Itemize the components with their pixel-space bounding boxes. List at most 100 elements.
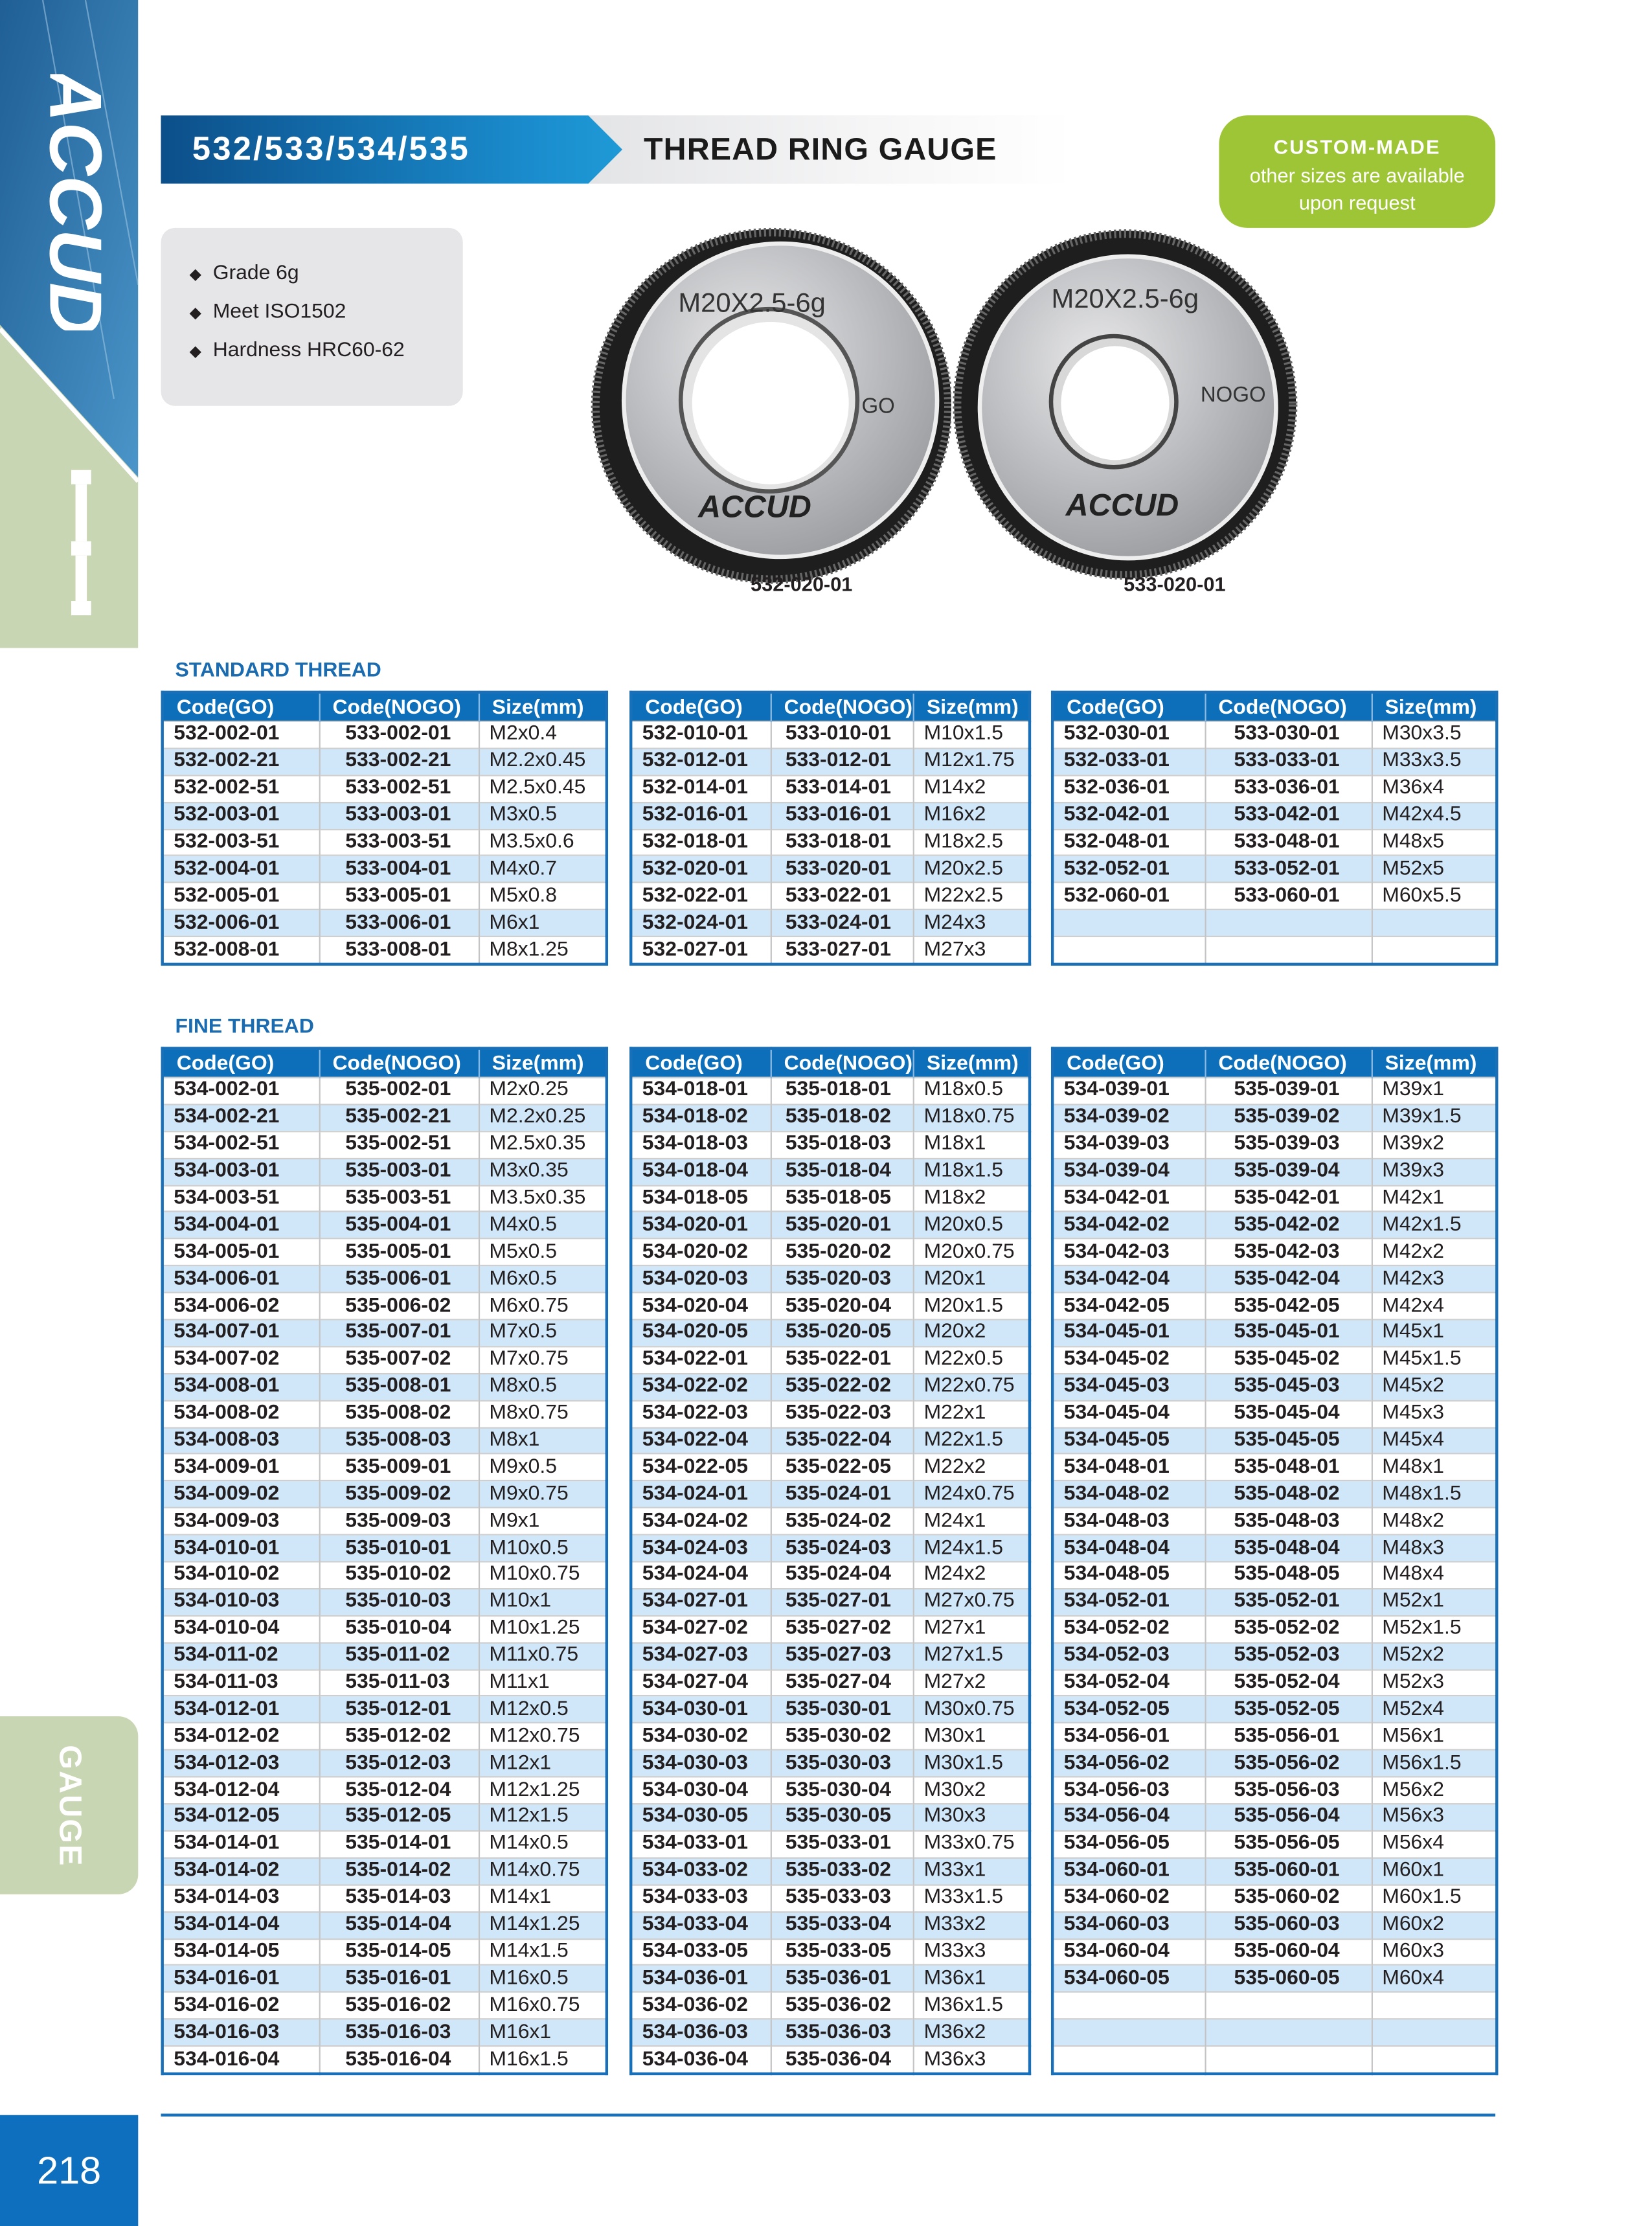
table-row: 534-018-01 535-018-01 M18x0.5 — [631, 1076, 1031, 1105]
cell-code-nogo: 535-010-01 — [319, 1534, 480, 1562]
column-header-code-nogo: Code(NOGO) — [1205, 1048, 1372, 1078]
table-row: 534-002-51 535-002-51 M2.5x0.35 — [162, 1130, 607, 1159]
page-title: THREAD RING GAUGE — [644, 131, 997, 167]
table-header-row: Code(GO) Code(NOGO) Size(mm) — [631, 1048, 1031, 1078]
table-row: 534-016-01 535-016-01 M16x0.5 — [162, 1964, 607, 1993]
table-row: 534-042-04 535-042-04 M42x3 — [1052, 1265, 1498, 1293]
cell-size: M20x0.75 — [913, 1238, 1031, 1266]
cell-code-go: 534-011-02 — [162, 1641, 320, 1670]
table-row — [1052, 909, 1498, 937]
cell-size: M14x0.5 — [478, 1830, 607, 1858]
cell-size: M2.2x0.45 — [478, 747, 607, 775]
table-row: 534-022-04 535-022-04 M22x1.5 — [631, 1426, 1031, 1455]
badge-line2: upon request — [1298, 190, 1416, 214]
cell-size: M3.5x0.35 — [478, 1184, 607, 1212]
cell-size: M52x4 — [1371, 1696, 1498, 1723]
table-row: 534-022-02 535-022-02 M22x0.75 — [631, 1372, 1031, 1401]
cell-code-nogo: 535-042-04 — [1205, 1265, 1372, 1293]
cell-code-nogo: 535-042-01 — [1205, 1184, 1372, 1212]
table-row: 534-056-02 535-056-02 M56x1.5 — [1052, 1749, 1498, 1777]
cell-code-nogo: 535-007-02 — [319, 1345, 480, 1374]
cell-code-nogo: 533-027-01 — [770, 936, 914, 964]
table-row: 534-048-05 535-048-05 M48x4 — [1052, 1561, 1498, 1589]
table-row: 534-036-04 535-036-04 M36x3 — [631, 2045, 1031, 2074]
cell-size: M6x1 — [478, 909, 607, 937]
table-row: 534-018-05 535-018-05 M18x2 — [631, 1184, 1031, 1212]
table-row: 534-014-05 535-014-05 M14x1.5 — [162, 1937, 607, 1966]
table-header-row: Code(GO) Code(NOGO) Size(mm) — [631, 692, 1031, 721]
cell-code-nogo: 533-003-01 — [319, 801, 480, 830]
cell-size: M36x4 — [1371, 774, 1498, 802]
table-row: 534-010-04 535-010-04 M10x1.25 — [162, 1615, 607, 1643]
cell-size: M2.2x0.25 — [478, 1104, 607, 1131]
cell-code-go: 532-002-51 — [162, 774, 320, 802]
table-row: 534-012-03 535-012-03 M12x1 — [162, 1749, 607, 1777]
cell-code-nogo: 535-027-03 — [770, 1641, 914, 1670]
table-row: 532-003-51 533-003-51 M3.5x0.6 — [162, 828, 607, 856]
diamond-bullet-icon: ◆ — [189, 266, 202, 284]
cell-code-go: 532-033-01 — [1052, 747, 1206, 775]
cell-code-nogo: 535-003-51 — [319, 1184, 480, 1212]
cell-code-go: 534-024-03 — [631, 1534, 771, 1562]
cell-code-nogo: 535-018-04 — [770, 1157, 914, 1185]
cell-size: M56x1 — [1371, 1722, 1498, 1751]
cell-size: M36x1.5 — [913, 1992, 1031, 2019]
table-row: 534-009-01 535-009-01 M9x0.5 — [162, 1453, 607, 1481]
cell-code-go: 534-045-04 — [1052, 1400, 1206, 1427]
cell-size: M42x2 — [1371, 1238, 1498, 1266]
cell-code-nogo: 535-011-03 — [319, 1668, 480, 1697]
cell-code-nogo: 535-024-03 — [770, 1534, 914, 1562]
svg-text:M20X2.5-6g: M20X2.5-6g — [1052, 283, 1199, 313]
cell-code-nogo: 535-033-04 — [770, 1911, 914, 1939]
cell-code-nogo: 535-030-04 — [770, 1776, 914, 1804]
cell-code-nogo: 535-030-05 — [770, 1803, 914, 1831]
cell-code-go: 534-036-02 — [631, 1992, 771, 2019]
cell-code-go: 534-045-03 — [1052, 1372, 1206, 1401]
cell-code-go: 534-012-05 — [162, 1803, 320, 1831]
column-header-code-nogo: Code(NOGO) — [1205, 692, 1372, 721]
cell-code-go: 534-030-03 — [631, 1749, 771, 1777]
cell-size: M16x1.5 — [478, 2045, 607, 2074]
table-row: 534-048-01 535-048-01 M48x1 — [1052, 1453, 1498, 1481]
cell-code-go: 534-030-05 — [631, 1803, 771, 1831]
go-product-code: 532-020-01 — [750, 573, 853, 596]
table-row: 534-005-01 535-005-01 M5x0.5 — [162, 1238, 607, 1266]
table-row: 534-052-01 535-052-01 M52x1 — [1052, 1587, 1498, 1616]
table-row: 534-024-02 535-024-02 M24x1 — [631, 1507, 1031, 1535]
footer-divider — [161, 2113, 1496, 2117]
cell-code-nogo: 535-018-05 — [770, 1184, 914, 1212]
cell-code-nogo: 535-036-02 — [770, 1992, 914, 2019]
cell-code-nogo: 535-014-05 — [319, 1937, 480, 1966]
diamond-bullet-icon: ◆ — [189, 343, 202, 361]
cell-code-nogo: 535-045-02 — [1205, 1345, 1372, 1374]
section-tab-gauge[interactable]: GAUGE — [0, 1716, 139, 1894]
cell-code-nogo: 533-018-01 — [770, 828, 914, 856]
cell-code-nogo: 535-027-01 — [770, 1587, 914, 1616]
cell-code-go: 534-006-01 — [162, 1265, 320, 1293]
cell-code-go: 532-014-01 — [631, 774, 771, 802]
cell-code-nogo — [1205, 909, 1372, 937]
column-header-size: Size(mm) — [1371, 1048, 1498, 1078]
cell-code-nogo: 535-042-05 — [1205, 1291, 1372, 1320]
cell-code-go: 534-045-01 — [1052, 1319, 1206, 1347]
section-tab-label: GAUGE — [52, 1744, 88, 1867]
table-row: 532-008-01 533-008-01 M8x1.25 — [162, 936, 607, 964]
column-header-code-go: Code(GO) — [631, 1048, 771, 1078]
cell-code-go: 532-002-01 — [162, 720, 320, 749]
cell-code-go: 534-011-03 — [162, 1668, 320, 1697]
cell-code-nogo: 535-048-05 — [1205, 1561, 1372, 1589]
cell-code-go: 534-014-03 — [162, 1883, 320, 1912]
cell-code-nogo: 535-014-01 — [319, 1830, 480, 1858]
cell-code-go: 534-056-02 — [1052, 1749, 1206, 1777]
cell-code-go: 534-042-03 — [1052, 1238, 1206, 1266]
cell-code-go: 534-048-04 — [1052, 1534, 1206, 1562]
column-header-size: Size(mm) — [1371, 692, 1498, 721]
cell-code-go: 534-027-04 — [631, 1668, 771, 1697]
table-row: 532-005-01 533-005-01 M5x0.8 — [162, 882, 607, 910]
cell-size: M60x1 — [1371, 1857, 1498, 1885]
table-row: 534-056-03 535-056-03 M56x2 — [1052, 1776, 1498, 1804]
table-row: 534-052-03 535-052-03 M52x2 — [1052, 1641, 1498, 1670]
cell-code-go: 532-003-01 — [162, 801, 320, 830]
column-header-code-go: Code(GO) — [1052, 1048, 1206, 1078]
cell-code-nogo: 535-018-03 — [770, 1130, 914, 1159]
